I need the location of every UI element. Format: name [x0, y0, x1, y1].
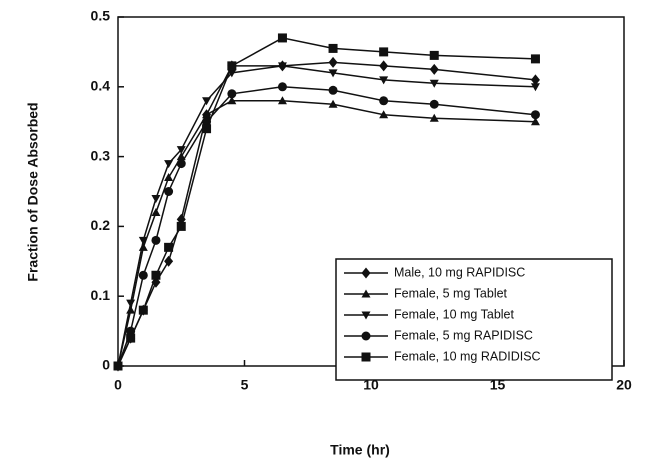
marker	[151, 235, 161, 245]
marker	[176, 146, 186, 155]
marker	[328, 56, 338, 68]
marker	[328, 69, 338, 78]
marker	[530, 110, 540, 120]
marker	[164, 187, 174, 196]
marker	[530, 54, 540, 64]
marker	[379, 60, 389, 72]
legend-label: Female, 10 mg Tablet	[394, 307, 514, 321]
marker	[202, 97, 212, 106]
marker	[328, 43, 338, 53]
marker	[138, 270, 148, 280]
marker	[138, 236, 148, 245]
marker	[328, 85, 338, 95]
x-tick-label: 5	[241, 377, 249, 393]
marker	[164, 255, 174, 267]
x-axis-label: Time (hr)	[330, 442, 390, 458]
marker	[113, 361, 123, 371]
marker	[277, 33, 287, 43]
marker	[277, 96, 287, 105]
marker	[361, 267, 371, 279]
y-tick-label: 0.2	[91, 217, 111, 233]
legend-label: Male, 10 mg RAPIDISC	[394, 265, 525, 279]
marker	[277, 82, 287, 92]
y-tick-label: 0	[102, 357, 110, 373]
marker	[361, 289, 371, 298]
legend-label: Female, 5 mg RAPIDISC	[394, 328, 533, 342]
marker	[361, 311, 371, 320]
marker	[138, 305, 148, 315]
x-tick-label: 20	[616, 377, 632, 393]
marker	[176, 221, 186, 231]
marker	[227, 61, 237, 71]
marker	[328, 99, 338, 108]
marker	[379, 76, 389, 85]
marker	[429, 63, 439, 75]
marker	[429, 50, 439, 60]
marker	[126, 299, 136, 308]
marker	[151, 270, 161, 280]
marker	[126, 333, 136, 343]
x-tick-label: 0	[114, 377, 122, 393]
marker	[361, 352, 371, 362]
y-axis-label: Fraction of Dose Absorbed	[25, 102, 41, 281]
marker	[202, 124, 212, 134]
marker	[176, 159, 186, 169]
legend-label: Female, 5 mg Tablet	[394, 286, 508, 300]
marker	[227, 89, 237, 99]
marker	[379, 96, 389, 106]
marker	[379, 47, 389, 57]
y-tick-label: 0.3	[91, 147, 111, 163]
marker	[429, 99, 439, 109]
marker	[429, 113, 439, 122]
marker	[530, 74, 540, 86]
marker	[164, 173, 174, 182]
y-tick-label: 0.1	[91, 287, 111, 303]
marker	[151, 194, 161, 203]
marker	[227, 96, 237, 105]
marker	[429, 79, 439, 88]
marker	[164, 242, 174, 252]
marker	[176, 152, 186, 161]
y-tick-label: 0.5	[91, 8, 111, 24]
marker	[277, 62, 287, 71]
marker	[164, 160, 174, 169]
marker	[530, 83, 540, 92]
marker	[530, 117, 540, 126]
marker	[379, 110, 389, 119]
marker	[151, 207, 161, 216]
marker	[361, 331, 371, 341]
legend-label: Female, 10 mg RADIDISC	[394, 349, 541, 363]
marker	[202, 110, 212, 119]
y-tick-label: 0.4	[91, 78, 111, 94]
legend-box	[335, 258, 613, 381]
